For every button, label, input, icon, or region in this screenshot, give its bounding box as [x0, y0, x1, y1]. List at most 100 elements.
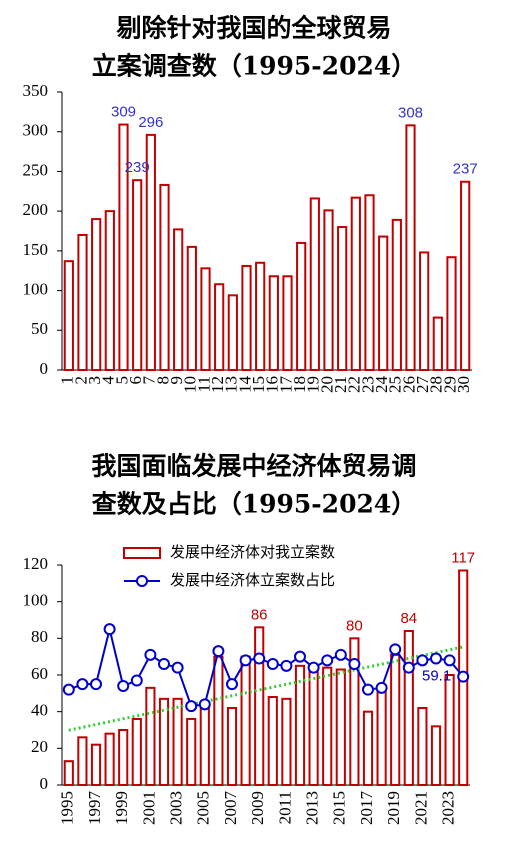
line-point: [334, 648, 347, 661]
x-tick-label: 20: [317, 376, 336, 393]
bar: [226, 707, 238, 786]
bar: [213, 655, 224, 787]
y-tick-label: 80: [31, 627, 48, 646]
y-tick-label: 0: [40, 359, 49, 378]
y-tick-label: 40: [31, 701, 48, 720]
line-point: [294, 650, 306, 663]
y-tick-label: 60: [31, 664, 48, 683]
line-point: [389, 643, 402, 656]
line-point: [253, 652, 266, 665]
bar: [255, 261, 266, 371]
y-tick-label: 150: [23, 240, 49, 259]
bar: [63, 760, 74, 787]
data-label: 59.1: [422, 668, 451, 685]
bar: [159, 183, 170, 371]
data-label: 86: [251, 606, 268, 623]
bar: [104, 732, 115, 787]
bar: [104, 210, 115, 371]
x-tick-label: 2003: [167, 791, 186, 825]
x-tick-label: 1995: [58, 791, 77, 825]
bar: [241, 264, 252, 372]
bar: [281, 697, 292, 786]
bar: [349, 637, 360, 786]
line-point: [457, 670, 470, 683]
x-tick-label: 16: [263, 376, 282, 393]
line-point: [158, 658, 170, 670]
x-tick-label: 2017: [357, 791, 376, 826]
trendline: [68, 645, 464, 732]
x-tick-label: 12: [208, 376, 227, 393]
bar: [296, 241, 307, 372]
line-point: [185, 700, 198, 713]
x-tick-label: 2015: [330, 791, 349, 825]
x-tick-label: 11: [194, 376, 213, 392]
bar: [282, 275, 293, 372]
x-tick-label: 2001: [139, 791, 158, 825]
x-tick-label: 2021: [411, 791, 430, 825]
line-point: [402, 661, 415, 674]
bar: [417, 707, 428, 786]
line-point: [375, 681, 388, 694]
data-label: 309: [111, 104, 136, 121]
bar: [376, 688, 387, 787]
bar: [268, 275, 279, 372]
bar: [254, 626, 265, 786]
x-tick-label: 7: [140, 376, 159, 385]
bar: [308, 668, 319, 786]
data-label: 117: [451, 549, 475, 566]
bar: [390, 653, 401, 786]
x-tick-label: 2005: [194, 791, 213, 825]
legend-swatch: [123, 547, 161, 559]
x-tick-label: 13: [222, 376, 241, 393]
bar: [91, 218, 102, 371]
bar: [186, 718, 197, 786]
legend-label: 发展中经济体对我立案数: [170, 543, 335, 561]
bar: [362, 710, 374, 787]
bar: [131, 718, 142, 786]
bar: [432, 316, 443, 372]
bar: [309, 197, 320, 371]
line-point: [117, 680, 130, 692]
bar: [364, 194, 375, 371]
bar: [446, 256, 457, 371]
x-tick-label: 2011: [275, 791, 294, 824]
x-tick-label: 23: [358, 376, 377, 393]
y-tick-label: 120: [23, 554, 49, 573]
data-label: 296: [138, 114, 163, 131]
line-point: [430, 652, 442, 665]
x-tick-label: 8: [153, 376, 172, 385]
x-tick-label: 1997: [85, 791, 104, 826]
x-tick-label: 4: [99, 376, 118, 385]
bar: [444, 674, 455, 786]
x-tick-label: 2023: [439, 791, 458, 825]
legend-label: 发展中经济体立案数占比: [170, 571, 335, 589]
data-label: 84: [400, 610, 417, 627]
bar: [294, 664, 306, 786]
bar: [240, 655, 251, 787]
bar: [460, 180, 471, 371]
line-point: [130, 674, 143, 687]
line-point: [348, 658, 361, 670]
x-tick-label: 2: [71, 376, 90, 385]
y-tick-label: 350: [23, 81, 49, 100]
x-tick-label: 21: [331, 376, 350, 393]
bar: [322, 666, 333, 787]
line-point: [144, 648, 157, 661]
bar: [90, 743, 102, 787]
bar: [430, 725, 442, 786]
x-tick-label: 19: [304, 376, 323, 393]
line-point: [362, 683, 374, 696]
bar: [337, 226, 348, 371]
y-tick-label: 300: [23, 121, 49, 140]
bar: [267, 696, 278, 786]
bar: [118, 123, 129, 371]
y-tick-label: 100: [23, 279, 49, 298]
x-tick-label: 25: [386, 376, 405, 393]
x-tick-label: 2007: [221, 791, 240, 826]
x-tick-label: 1999: [112, 791, 131, 825]
bar: [158, 697, 170, 786]
line-point: [62, 683, 75, 696]
bar: [145, 133, 156, 371]
line-point: [321, 654, 334, 667]
